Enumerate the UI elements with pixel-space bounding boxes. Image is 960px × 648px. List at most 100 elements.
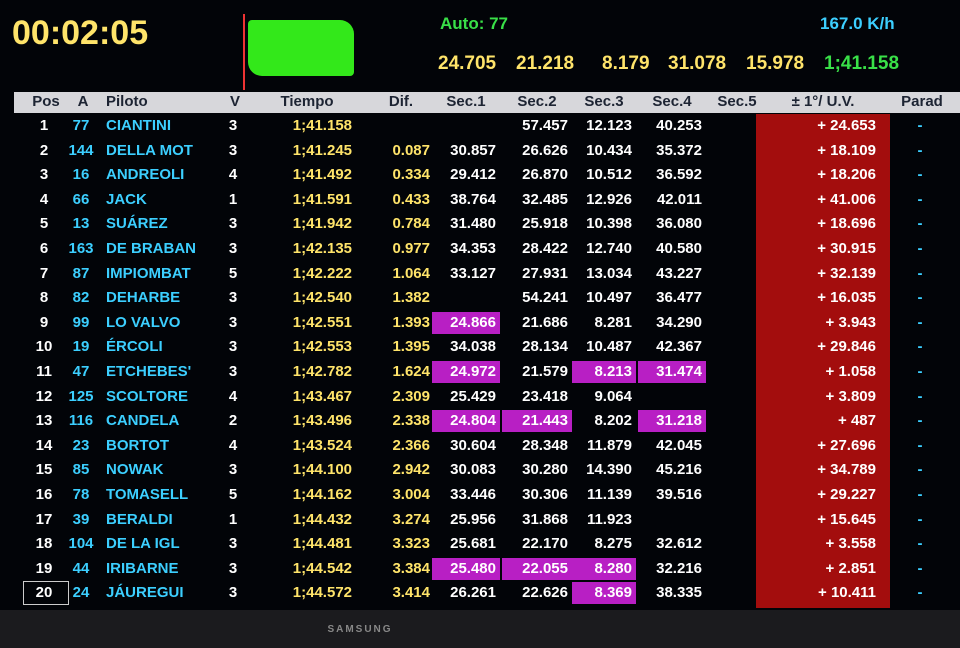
table-cell: + 3.809 — [825, 387, 876, 405]
table-cell: + 3.943 — [825, 313, 876, 331]
table-cell: 23.418 — [522, 387, 568, 405]
table-cell: 1;42.553 — [292, 338, 352, 356]
table-cell — [708, 213, 766, 235]
table-cell: 8.213 — [572, 361, 636, 383]
table-cell: BERALDI — [106, 510, 173, 528]
table-cell: 12.926 — [586, 190, 632, 208]
table-cell: ETCHEBES' — [106, 363, 192, 380]
table-cell — [708, 140, 766, 162]
table-cell: - — [917, 461, 923, 479]
table-cell: + 30.915 — [817, 240, 876, 257]
table-cell: 1;41.245 — [292, 141, 352, 159]
table-cell: 0.334 — [392, 166, 430, 184]
table-cell: + 1.058 — [825, 363, 876, 380]
table-cell: 19 — [35, 559, 53, 577]
table-cell: 30.857 — [450, 141, 496, 159]
table-cell: 3 — [228, 117, 238, 134]
table-cell: 144 — [68, 141, 94, 159]
table-cell: 1;43.496 — [292, 412, 352, 430]
table-cell — [708, 509, 766, 531]
table-cell — [708, 164, 766, 186]
table-cell: 4 — [228, 436, 238, 454]
table-cell: 21.579 — [522, 363, 568, 380]
monitor-bezel — [0, 610, 960, 648]
table-cell: 87 — [72, 264, 90, 282]
table-cell: 36.592 — [656, 166, 702, 184]
table-cell: 1;41.158 — [292, 117, 352, 134]
table-cell: 2.309 — [392, 387, 430, 405]
table-cell: 38.764 — [450, 190, 496, 208]
table-cell — [708, 263, 766, 285]
table-cell: 3 — [228, 141, 238, 159]
table-cell: 47 — [72, 363, 90, 380]
table-cell: 9 — [39, 313, 49, 331]
table-cell: 36.477 — [656, 289, 702, 307]
table-cell: 42.011 — [656, 190, 702, 208]
table-cell: 32.216 — [656, 559, 702, 577]
table-cell: 25.681 — [450, 535, 496, 553]
table-cell: 3 — [228, 363, 238, 380]
table-cell: 13 — [72, 215, 90, 233]
table-cell: 39 — [72, 510, 90, 528]
car-label: Auto: 77 — [440, 14, 508, 33]
table-cell: 42.367 — [656, 338, 702, 356]
table-cell: - — [917, 486, 923, 503]
table-cell — [708, 533, 766, 555]
table-cell: + 18.696 — [817, 215, 876, 233]
table-cell: + 2.851 — [825, 559, 876, 577]
table-cell: 30.306 — [522, 486, 568, 503]
table-cell: 1;43.524 — [292, 436, 352, 454]
table-cell: - — [917, 117, 923, 134]
table-cell: 3 — [228, 461, 238, 479]
table-cell: 11.139 — [586, 486, 632, 503]
table-cell: SUÁREZ — [106, 215, 168, 233]
table-cell: - — [917, 412, 923, 430]
table-cell — [708, 312, 766, 334]
table-cell: 3.004 — [392, 486, 430, 503]
table-cell: 21.686 — [522, 313, 568, 331]
column-header: Sec.3 — [584, 93, 624, 110]
brand: SAMSUNG — [327, 624, 393, 635]
table-cell — [708, 582, 766, 604]
table-cell: 8 — [39, 289, 49, 307]
column-header: V — [229, 93, 240, 110]
table-cell: 40.580 — [656, 240, 702, 257]
table-cell: 32.485 — [522, 190, 568, 208]
table-cell: 1.395 — [392, 338, 430, 356]
table-cell: 1;44.432 — [292, 510, 352, 528]
table-cell: 40.253 — [656, 117, 702, 134]
table-cell: 19 — [72, 338, 90, 356]
table-cell: 17 — [35, 510, 53, 528]
table-cell: 29.412 — [450, 166, 496, 184]
best-sector: 21.218 — [516, 53, 575, 74]
table-cell: 11.923 — [586, 510, 632, 528]
table-cell: 3 — [228, 313, 238, 331]
table-cell: 1;42.222 — [292, 264, 352, 282]
table-cell: 28.422 — [522, 240, 568, 257]
table-cell: 1;44.481 — [292, 535, 352, 553]
table-cell: - — [917, 535, 923, 553]
table-cell: - — [917, 559, 923, 577]
table-cell: 10.487 — [586, 338, 632, 356]
table-cell: + 18.206 — [817, 166, 876, 184]
table-cell: - — [917, 264, 923, 282]
header-row — [14, 92, 960, 113]
table-cell: 31.868 — [522, 510, 568, 528]
table-cell: 22.626 — [522, 584, 568, 602]
table-cell: 1;44.542 — [292, 559, 352, 577]
table-cell: 6 — [39, 240, 49, 257]
table-cell: IRIBARNE — [106, 559, 179, 577]
table-cell: 1;44.162 — [292, 486, 352, 503]
table-cell: 5 — [39, 215, 49, 233]
table-cell: 24.972 — [432, 361, 500, 383]
table-cell: 16 — [72, 166, 90, 184]
table-cell: + 487 — [838, 412, 876, 430]
table-cell: - — [917, 510, 923, 528]
table-cell: 27.931 — [522, 264, 568, 282]
table-cell: - — [917, 215, 923, 233]
table-cell: 1;41.492 — [292, 166, 352, 184]
table-cell: 10.434 — [586, 141, 632, 159]
table-cell: 3 — [228, 535, 238, 553]
table-cell: 3 — [228, 289, 238, 307]
